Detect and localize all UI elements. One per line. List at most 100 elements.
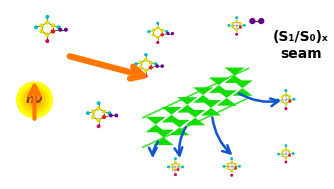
- Circle shape: [114, 114, 118, 117]
- Polygon shape: [177, 105, 197, 112]
- Circle shape: [177, 168, 180, 171]
- Circle shape: [64, 28, 68, 32]
- Circle shape: [51, 29, 55, 34]
- Circle shape: [249, 18, 256, 24]
- Circle shape: [288, 95, 291, 98]
- Circle shape: [277, 153, 280, 156]
- Circle shape: [235, 33, 238, 36]
- Circle shape: [149, 61, 153, 65]
- Polygon shape: [193, 95, 213, 103]
- Circle shape: [227, 24, 230, 27]
- Circle shape: [97, 124, 101, 128]
- Circle shape: [39, 23, 44, 28]
- Circle shape: [28, 93, 41, 107]
- Circle shape: [234, 167, 237, 170]
- Circle shape: [174, 157, 177, 160]
- Polygon shape: [217, 98, 237, 106]
- Circle shape: [282, 150, 284, 153]
- Circle shape: [144, 58, 148, 62]
- Circle shape: [34, 25, 38, 29]
- Circle shape: [171, 163, 174, 167]
- Circle shape: [154, 62, 158, 66]
- Polygon shape: [224, 68, 245, 75]
- Circle shape: [160, 33, 164, 37]
- Text: (S₁/S₀)ₓ
seam: (S₁/S₀)ₓ seam: [273, 30, 329, 61]
- Circle shape: [281, 95, 284, 98]
- Circle shape: [280, 100, 284, 103]
- Polygon shape: [162, 115, 182, 122]
- Polygon shape: [232, 88, 253, 96]
- Polygon shape: [162, 107, 182, 115]
- Polygon shape: [169, 120, 189, 128]
- Circle shape: [226, 167, 229, 170]
- Circle shape: [86, 111, 90, 115]
- Circle shape: [292, 152, 295, 155]
- Circle shape: [285, 148, 287, 151]
- Circle shape: [285, 144, 287, 147]
- Circle shape: [258, 18, 265, 24]
- Circle shape: [57, 25, 61, 29]
- Circle shape: [281, 154, 284, 157]
- Polygon shape: [146, 125, 166, 132]
- Circle shape: [239, 22, 242, 25]
- Circle shape: [160, 64, 164, 68]
- Polygon shape: [217, 90, 237, 98]
- Circle shape: [222, 165, 225, 168]
- Circle shape: [235, 20, 238, 23]
- Circle shape: [156, 26, 160, 29]
- Circle shape: [144, 74, 148, 78]
- Circle shape: [108, 111, 111, 115]
- Circle shape: [91, 109, 96, 114]
- Circle shape: [284, 93, 288, 96]
- Circle shape: [181, 166, 184, 168]
- Circle shape: [24, 89, 45, 111]
- Polygon shape: [169, 128, 189, 135]
- Circle shape: [230, 157, 233, 160]
- Polygon shape: [185, 118, 205, 125]
- Circle shape: [174, 161, 177, 164]
- Circle shape: [167, 166, 170, 168]
- Circle shape: [156, 22, 159, 25]
- Circle shape: [102, 109, 106, 114]
- Circle shape: [230, 174, 233, 177]
- Circle shape: [226, 163, 229, 166]
- Polygon shape: [146, 117, 166, 125]
- Circle shape: [134, 62, 138, 66]
- Circle shape: [151, 29, 155, 32]
- Circle shape: [45, 39, 49, 43]
- Polygon shape: [201, 100, 221, 108]
- Text: hν: hν: [26, 93, 43, 106]
- Circle shape: [144, 68, 148, 72]
- Circle shape: [149, 66, 153, 70]
- Circle shape: [171, 168, 174, 171]
- Circle shape: [288, 100, 292, 103]
- Circle shape: [58, 28, 62, 32]
- Circle shape: [109, 114, 113, 117]
- Circle shape: [165, 30, 168, 33]
- Circle shape: [234, 163, 237, 166]
- Circle shape: [284, 107, 288, 110]
- Circle shape: [239, 26, 242, 29]
- Circle shape: [230, 161, 233, 164]
- Polygon shape: [209, 77, 229, 85]
- Circle shape: [174, 173, 177, 176]
- Polygon shape: [154, 137, 174, 145]
- Circle shape: [231, 22, 234, 25]
- Circle shape: [288, 150, 290, 153]
- Polygon shape: [177, 97, 197, 105]
- Circle shape: [231, 26, 234, 29]
- Circle shape: [39, 29, 44, 34]
- Circle shape: [177, 163, 180, 167]
- Circle shape: [17, 82, 52, 118]
- Circle shape: [51, 23, 55, 28]
- Circle shape: [144, 53, 148, 57]
- Circle shape: [151, 33, 155, 37]
- Circle shape: [285, 156, 287, 159]
- Circle shape: [45, 15, 49, 19]
- Polygon shape: [224, 75, 245, 83]
- Circle shape: [156, 36, 160, 39]
- Circle shape: [45, 32, 49, 37]
- Circle shape: [276, 98, 280, 101]
- Circle shape: [97, 101, 101, 105]
- Polygon shape: [154, 130, 174, 137]
